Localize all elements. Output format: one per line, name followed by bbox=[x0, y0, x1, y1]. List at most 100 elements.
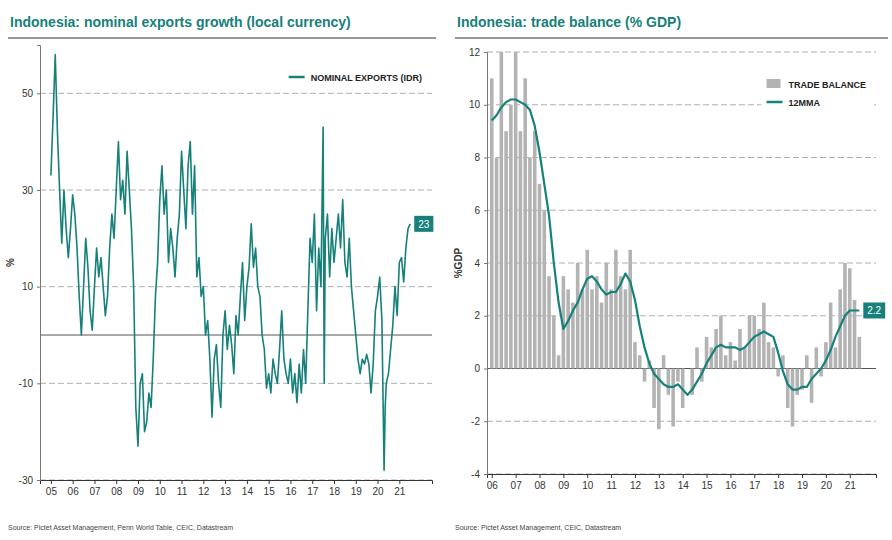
x-tick: 19 bbox=[351, 480, 363, 497]
bar bbox=[585, 250, 589, 369]
bar bbox=[490, 78, 494, 368]
x-tick-mark bbox=[754, 474, 755, 478]
y-tick-label: 8 bbox=[474, 152, 480, 163]
x-tick-mark bbox=[802, 474, 803, 478]
chart-panel: Indonesia: nominal exports growth (local… bbox=[5, 14, 436, 532]
y-tick-label: 50 bbox=[22, 88, 34, 99]
x-tick-label: 09 bbox=[558, 480, 570, 491]
y-tick-label: 4 bbox=[474, 258, 480, 269]
y-tick: 10 bbox=[469, 99, 487, 110]
bar bbox=[767, 342, 771, 368]
x-tick: 12 bbox=[198, 480, 210, 497]
bar bbox=[671, 369, 675, 427]
y-tick-label: -4 bbox=[471, 469, 480, 480]
x-tick: 15 bbox=[264, 480, 276, 497]
chart-root: Indonesia: nominal exports growth (local… bbox=[0, 0, 892, 540]
x-tick-label: 11 bbox=[177, 486, 188, 497]
x-tick: 06 bbox=[68, 480, 80, 497]
bar bbox=[815, 347, 819, 368]
legend-background bbox=[762, 75, 872, 112]
x-tick: 14 bbox=[678, 474, 690, 491]
bar bbox=[504, 131, 508, 368]
x-tick: 08 bbox=[111, 480, 123, 497]
x-tick: 07 bbox=[511, 474, 523, 491]
x-tick: 08 bbox=[534, 474, 546, 491]
bar bbox=[605, 263, 609, 369]
chart-svg: Indonesia: nominal exports growth (local… bbox=[0, 0, 892, 540]
bar bbox=[609, 289, 613, 368]
legend-swatch bbox=[767, 101, 783, 104]
y-tick-mark bbox=[37, 190, 40, 191]
x-tick-label: 09 bbox=[133, 486, 145, 497]
x-tick: 20 bbox=[372, 480, 384, 497]
x-tick-mark bbox=[182, 480, 183, 484]
x-tick: 09 bbox=[558, 474, 570, 491]
y-axis: -30-10103050 bbox=[19, 46, 41, 486]
x-tick-mark bbox=[850, 474, 851, 478]
x-tick-label: 11 bbox=[606, 480, 617, 491]
bar bbox=[566, 289, 570, 368]
bar bbox=[581, 289, 585, 368]
y-tick-mark bbox=[37, 480, 40, 481]
y-tick-mark bbox=[37, 383, 40, 384]
bar bbox=[638, 355, 642, 368]
grid-line bbox=[40, 190, 432, 191]
x-tick-mark bbox=[826, 474, 827, 478]
annotation: 23 bbox=[414, 216, 433, 232]
x-tick-mark bbox=[659, 474, 660, 478]
x-tick-label: 05 bbox=[46, 486, 58, 497]
x-tick-label: 18 bbox=[329, 486, 341, 497]
x-tick-label: 17 bbox=[307, 486, 319, 497]
title-rule bbox=[8, 38, 436, 39]
bar bbox=[542, 210, 546, 368]
bar bbox=[695, 347, 699, 368]
x-tick-mark bbox=[203, 480, 204, 484]
y-tick: 50 bbox=[22, 88, 40, 99]
annotation: 2.2 bbox=[863, 302, 885, 318]
x-tick: 16 bbox=[725, 474, 737, 491]
x-tick-mark bbox=[73, 480, 74, 484]
grid-line bbox=[487, 157, 876, 158]
bar bbox=[643, 369, 647, 382]
x-tick: 07 bbox=[89, 480, 101, 497]
x-tick-mark bbox=[290, 480, 291, 484]
bar bbox=[614, 250, 618, 369]
y-tick-label: -10 bbox=[19, 378, 34, 389]
x-tick: 16 bbox=[285, 480, 297, 497]
grid-line bbox=[40, 383, 432, 384]
legend: TRADE BALANCE12MMA bbox=[762, 75, 872, 112]
x-tick: 11 bbox=[606, 474, 617, 491]
grid-line bbox=[40, 286, 432, 287]
x-tick-label: 20 bbox=[372, 486, 384, 497]
x-tick: 09 bbox=[133, 480, 145, 497]
y-axis-title: %GDP bbox=[453, 247, 464, 278]
annotation-label: 23 bbox=[418, 219, 430, 230]
y-tick-label: 10 bbox=[469, 99, 481, 110]
x-tick-mark bbox=[563, 474, 564, 478]
x-tick-mark bbox=[399, 480, 400, 484]
bar bbox=[810, 369, 814, 403]
x-tick: 06 bbox=[487, 474, 499, 491]
x-axis: 06070809101112131415161718192021 bbox=[487, 474, 877, 491]
x-tick-label: 06 bbox=[487, 480, 499, 491]
legend-background bbox=[284, 69, 427, 87]
x-tick-mark bbox=[707, 474, 708, 478]
x-tick-label: 12 bbox=[630, 480, 642, 491]
bar bbox=[619, 276, 623, 368]
bar bbox=[576, 263, 580, 369]
x-tick-mark bbox=[635, 474, 636, 478]
bar bbox=[528, 158, 532, 369]
bar bbox=[662, 355, 666, 368]
bar bbox=[762, 303, 766, 369]
y-tick-label: 2 bbox=[474, 310, 480, 321]
annotation-box bbox=[863, 302, 885, 318]
bar bbox=[552, 316, 556, 369]
x-tick-mark bbox=[540, 474, 541, 478]
y-tick-mark bbox=[484, 105, 487, 106]
grid bbox=[487, 52, 876, 474]
x-tick-label: 19 bbox=[351, 486, 363, 497]
bar bbox=[686, 368, 690, 369]
plot-area bbox=[51, 55, 410, 471]
x-tick-mark bbox=[778, 474, 779, 478]
grid-line bbox=[487, 421, 876, 422]
